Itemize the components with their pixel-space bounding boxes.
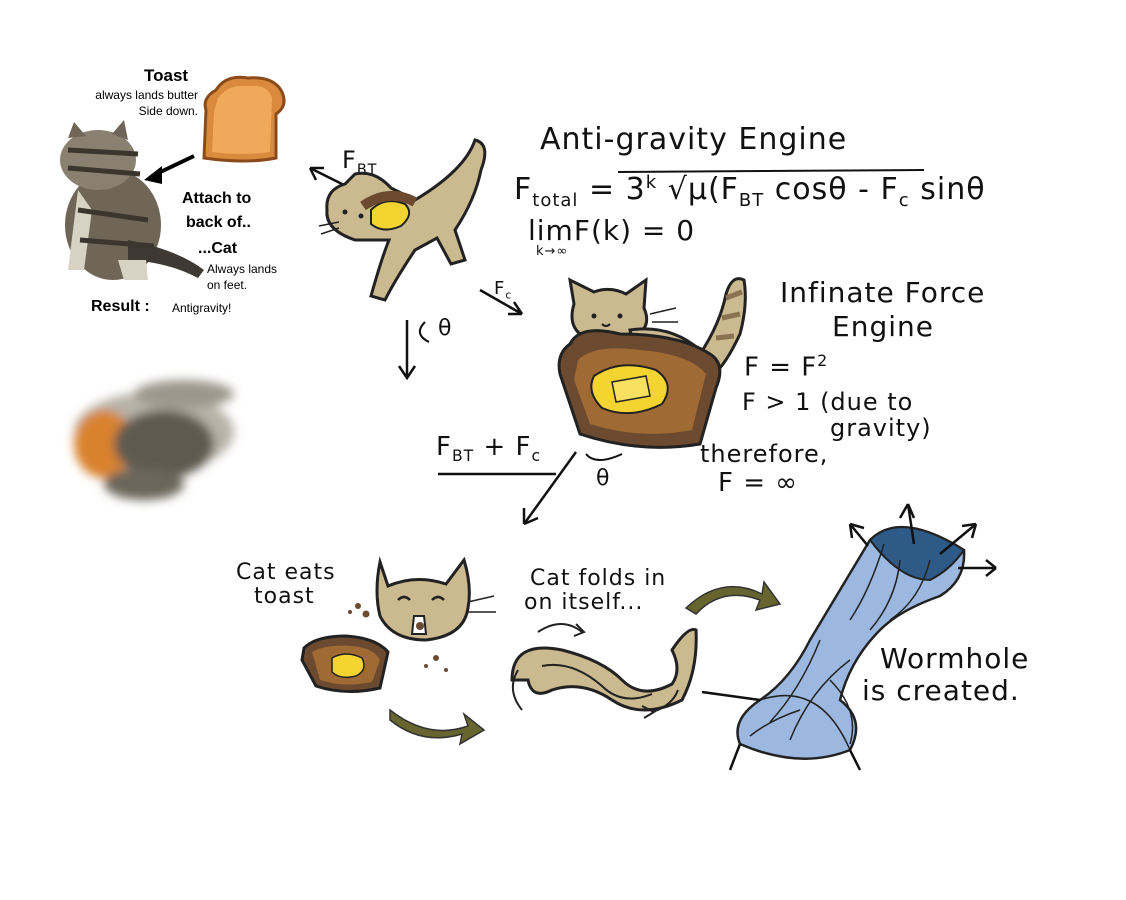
- toast-photo: [202, 75, 286, 163]
- cat-heading: ...Cat: [198, 240, 238, 257]
- step1-line-1: Cat eats: [236, 560, 336, 585]
- engine1-title: Anti-gravity Engine: [540, 122, 848, 157]
- cat-on-toast-drawing: [557, 276, 747, 449]
- engine2-eq-4: therefore,: [700, 440, 829, 468]
- olive-arrow-1: [389, 708, 486, 746]
- attach-line-2: back of..: [186, 214, 251, 231]
- engine2-title-line-1: Infinate Force: [780, 276, 986, 309]
- gravity-arrow: [397, 320, 430, 381]
- step3-line-1: Wormhole: [880, 642, 1030, 675]
- resultant-arrow: [438, 451, 623, 526]
- result-label: Result :: [91, 298, 150, 315]
- toast-line-2: Side down.: [138, 104, 198, 118]
- flying-cat-drawing: [318, 138, 487, 302]
- result-value: Antigravity!: [172, 301, 232, 315]
- step3-line-2: is created.: [862, 674, 1020, 707]
- step2-line-2: on itself...: [524, 590, 644, 615]
- toast-line-1: always lands butter: [95, 88, 198, 102]
- sqrt-bar: [617, 169, 925, 173]
- cat-eats-toast-drawing: [300, 556, 496, 694]
- limit-subscript: k→∞: [536, 244, 569, 259]
- step2-line-1: Cat folds in: [530, 566, 667, 591]
- olive-arrow-2: [684, 580, 782, 615]
- f-c-arrow: [479, 288, 524, 316]
- folded-cat-drawing: [510, 623, 698, 719]
- engine2-eq-5: F = ∞: [718, 468, 798, 498]
- spinning-cat-photo: [74, 380, 234, 500]
- engine2-eq-3: gravity): [830, 414, 932, 442]
- step1-line-2: toast: [254, 584, 315, 609]
- theta-label-2: θ: [596, 466, 611, 491]
- attach-line-1: Attach to: [182, 190, 252, 207]
- engine2-eq-1: F = F2: [744, 352, 829, 383]
- theta-label-1: θ: [438, 316, 453, 341]
- cat-line-1: Always lands: [207, 262, 278, 276]
- f-c-label: Fc: [494, 278, 513, 302]
- limit-equation: limF(k) = 0: [528, 214, 696, 247]
- cat-line-2: on feet.: [207, 278, 248, 292]
- engine2-title-line-2: Engine: [832, 310, 934, 343]
- cat-photo: [60, 120, 204, 280]
- toast-heading: Toast: [144, 66, 189, 85]
- force-sum-label: FBT + Fc: [436, 432, 542, 466]
- engine2-eq-2: F > 1 (due to: [742, 388, 914, 416]
- wormhole-drawing: [701, 503, 997, 771]
- f-total-equation: Ftotal = 3k √μ(FBT cosθ - Fc sinθ: [514, 172, 986, 211]
- attach-arrow: [144, 154, 195, 184]
